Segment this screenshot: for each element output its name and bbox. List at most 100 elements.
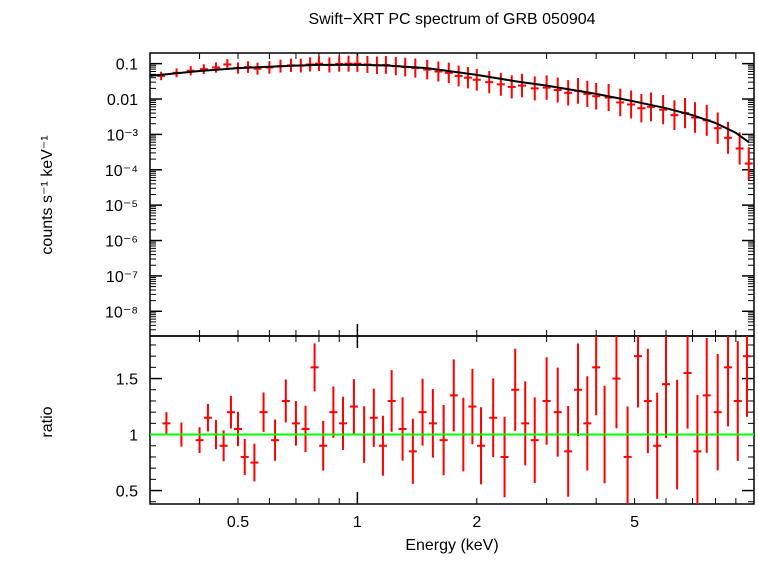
ratio-ticks: 0.5 1 2 5 0.5 1 1.5 — [116, 336, 754, 531]
spectrum-model-line — [149, 63, 750, 144]
ratio-data-point — [259, 392, 268, 432]
ratio-data-point — [226, 395, 235, 429]
spectrum-data-point — [564, 80, 573, 106]
y-tick-label: 10⁻³ — [106, 127, 138, 144]
spectrum-data-point — [423, 59, 432, 80]
ratio-data-point — [489, 378, 498, 458]
ratio-y-axis-label: ratio — [39, 406, 56, 437]
spectrum-data-point — [253, 62, 262, 75]
ratio-data-point — [301, 405, 310, 453]
ratio-data-point — [643, 348, 652, 454]
ratio-panel-frame — [149, 335, 755, 505]
ratio-data-point — [449, 359, 458, 432]
spectrum-ticks: 0.1 0.01 10⁻³ 10⁻⁴ 10⁻⁵ 10⁻⁶ 10⁻⁷ 10⁻⁸ — [105, 52, 754, 337]
spectrum-y-axis-label: counts s⁻¹ keV⁻¹ — [39, 135, 56, 254]
ratio-data-point — [592, 336, 601, 416]
ratio-data-point — [564, 405, 573, 497]
ratio-data-point — [408, 418, 417, 484]
spectrum-data-point — [434, 61, 443, 82]
ratio-data-point — [530, 397, 539, 483]
spectrum-data-point — [735, 132, 744, 165]
y-tick-label: 10⁻⁷ — [106, 269, 138, 286]
ratio-data-point — [281, 379, 290, 423]
ratio-data-point — [477, 407, 486, 485]
spectrum-data-point — [353, 55, 362, 72]
ratio-data-point — [634, 336, 643, 408]
ratio-data-point — [339, 396, 348, 450]
spectrum-data-point — [744, 147, 753, 180]
ratio-data-point — [250, 443, 259, 482]
spectrum-data-point — [713, 112, 722, 144]
y-tick-label: 0.1 — [116, 57, 138, 74]
spectrum-data-point — [627, 90, 636, 119]
spectrum-data-point — [314, 56, 323, 71]
spectrum-data-point — [616, 88, 625, 117]
spectrum-data-point — [724, 121, 733, 154]
spectrum-data-point — [463, 67, 472, 89]
ratio-data-point — [349, 379, 358, 434]
x-tick-label: 1 — [353, 514, 362, 531]
spectrum-data-point — [485, 71, 494, 94]
ratio-data-point — [369, 388, 378, 447]
spectrum-data-point — [496, 73, 505, 96]
ratio-data-point — [378, 415, 387, 476]
ratio-data-point — [553, 367, 562, 457]
y-tick-label: 10⁻⁶ — [105, 234, 138, 251]
ratio-data-point — [195, 427, 204, 454]
ratio-data-point — [162, 412, 171, 435]
y-tick-label: 0.01 — [107, 92, 138, 109]
ratio-data-point — [583, 376, 592, 471]
ratio-data-point — [329, 386, 338, 438]
spectrum-data-point — [659, 95, 668, 125]
x-axis-label: Energy (keV) — [405, 537, 498, 554]
ratio-data-point — [521, 381, 530, 466]
y-tick-label: 10⁻⁴ — [105, 163, 138, 180]
x-tick-label: 0.5 — [227, 514, 249, 531]
ratio-data-point — [439, 405, 448, 476]
y-tick-label: 1.5 — [116, 372, 138, 389]
x-tick-label: 5 — [630, 514, 639, 531]
spectrum-data-point — [530, 76, 539, 101]
y-tick-label: 0.5 — [116, 484, 138, 501]
spectrum-data — [157, 55, 753, 180]
y-tick-label: 1 — [129, 428, 138, 445]
spectrum-data-point — [507, 75, 516, 99]
ratio-data-point — [662, 336, 671, 439]
spectrum-data-point — [344, 55, 353, 72]
ratio-data-point — [623, 406, 632, 504]
ratio-data-point — [428, 389, 437, 458]
ratio-data-point — [653, 392, 662, 499]
spectrum-data-point — [670, 100, 679, 131]
spectrum-data-point — [517, 73, 526, 98]
ratio-data-point — [713, 353, 722, 471]
spectrum-panel: 0.1 0.01 10⁻³ 10⁻⁴ 10⁻⁵ 10⁻⁶ 10⁻⁷ 10⁻⁸ counts s… — [39, 52, 755, 337]
chart-title: Swift−XRT PC spectrum of GRB 050904 — [308, 11, 595, 28]
ratio-data-point — [742, 336, 751, 417]
ratio-data-point — [683, 336, 692, 429]
y-tick-label: 10⁻⁵ — [105, 198, 138, 215]
spectrum-data-point — [454, 65, 463, 87]
ratio-data-point — [310, 343, 319, 392]
ratio-data-point — [612, 336, 621, 429]
spectrum-data-point — [553, 77, 562, 103]
spectrum-data-point — [647, 92, 656, 122]
ratio-data-point — [203, 403, 212, 432]
ratio-data — [162, 336, 751, 504]
ratio-data-point — [733, 341, 742, 461]
ratio-data-point — [542, 357, 551, 445]
spectrum-data-point — [199, 64, 208, 75]
y-tick-label: 10⁻⁸ — [105, 304, 138, 321]
x-tick-label: 2 — [472, 514, 481, 531]
ratio-data-point — [468, 368, 477, 445]
spectrum-data-point — [592, 82, 601, 110]
spectrum-data-point — [444, 62, 453, 84]
ratio-data-point — [398, 397, 407, 461]
spectrum-data-point — [542, 75, 551, 100]
ratio-panel: 0.5 1 2 5 0.5 1 1.5 ratio Energy (keV) — [39, 335, 755, 554]
ratio-data-point — [240, 438, 249, 475]
spectrum-data-point — [211, 62, 220, 73]
ratio-data-point — [693, 394, 702, 504]
ratio-data-point — [724, 336, 733, 427]
ratio-data-point — [233, 411, 242, 447]
